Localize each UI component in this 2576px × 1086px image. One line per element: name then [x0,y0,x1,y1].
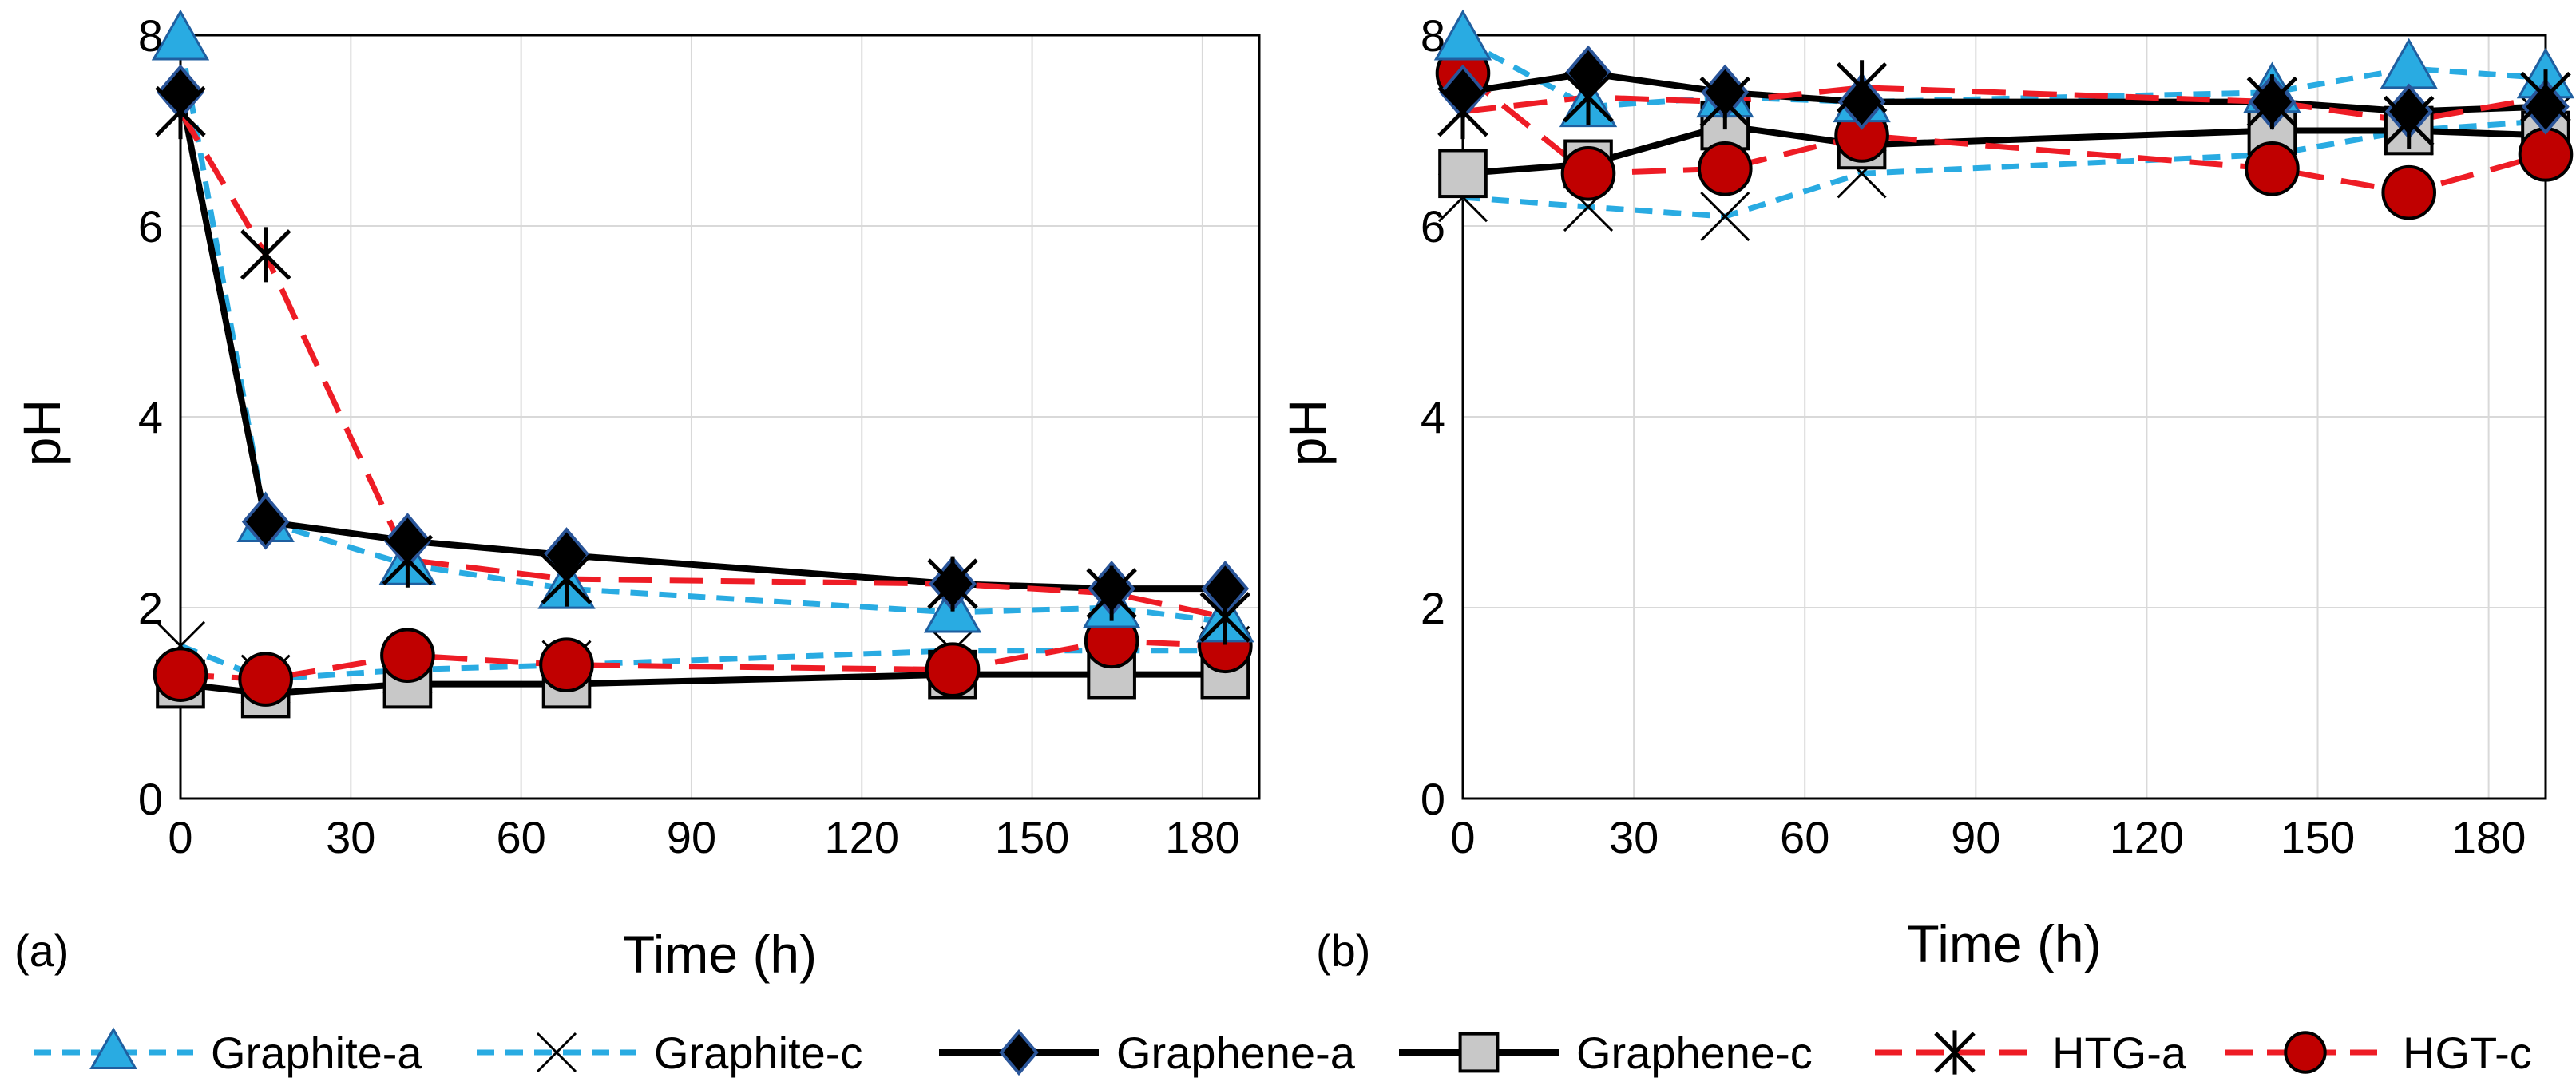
panel-b-point-htg-a [1563,69,1614,125]
panel-a-x-tick-label: 90 [667,812,716,862]
legend-label-hgt-c: HGT-c [2403,1028,2532,1078]
panel-a-x-tick-label: 0 [168,812,192,862]
panel-a-point-htg-a [240,227,291,283]
panel-b-y-axis-label: pH [1278,399,1337,466]
panel-a-point-hgt-c [925,642,981,697]
panel-b-point-hgt-c [2518,127,2574,182]
panel-b-y-tick-label: 0 [1421,774,1445,824]
legend-label-graphene-a: Graphene-a [1116,1028,1356,1078]
panel-b-point-hgt-c [1560,145,1616,201]
panel-b-point-graphene-c [1438,149,1488,199]
panel-a-y-tick-label: 0 [138,774,163,824]
panel-a-point-hgt-c [380,628,435,684]
legend-label-graphene-c: Graphene-c [1576,1028,1813,1078]
panel-a-point-htg-a [927,556,978,612]
panel-b-point-htg-a [1437,84,1488,140]
panel-b-point-graphite-a [1433,9,1492,61]
panel-b-y-tick-label: 4 [1421,392,1445,442]
panel-b-point-htg-a [2246,74,2298,130]
legend-marker-hgt-c [2284,1031,2327,1074]
panel-a-point-htg-a [1086,565,1137,621]
legend-label-graphite-c: Graphite-c [654,1028,862,1078]
legend-marker-graphene-c [1458,1032,1500,1073]
panel-a-x-axis-label: Time (h) [623,925,817,984]
panel-b-point-hgt-c [2245,141,2300,196]
panel-a-point-graphite-a [151,9,210,61]
panel-b-point-graphite-c [1700,191,1750,242]
panel-a-panel-label: (a) [14,925,69,976]
panel-b-y-tick-label: 6 [1421,201,1445,252]
legend: Graphite-a Graphite-c Graphene-a Graphene-c… [34,1027,2532,1078]
legend-marker-graphene-a [999,1029,1039,1076]
panel-b-plot-frame [1461,34,2547,800]
legend-marker-graphite-c [536,1032,577,1073]
panel-b-point-htg-a [2383,93,2435,149]
panel-a-x-tick-label: 30 [326,812,375,862]
panel-a-y-tick-label: 4 [138,392,163,442]
panel-a-point-htg-a [1199,589,1251,645]
panel-b-point-htg-a [2520,69,2571,125]
panel-a-plot-frame [179,34,1261,800]
legend-marker-graphite-a [89,1027,137,1069]
legend-label-graphite-a: Graphite-a [211,1028,422,1078]
panel-a-point-hgt-c [238,652,293,707]
panel-a-point-hgt-c [539,637,594,693]
legend-marker-htg-a [1934,1030,1976,1075]
panel-b-x-tick-label: 120 [2110,812,2184,862]
panel-b-x-tick-label: 30 [1609,812,1659,862]
panel-b-x-axis-label: Time (h) [1907,914,2101,973]
panel-b-point-hgt-c [2381,164,2437,220]
panel-b-point-htg-a [1699,74,1751,130]
panel-b-x-tick-label: 180 [2451,812,2526,862]
panel-b-x-tick-label: 150 [2281,812,2355,862]
panel-b-point-htg-a [1836,60,1888,116]
panel-a-point-htg-a [155,84,206,140]
panel-b-panel-label: (b) [1316,925,1370,976]
panel-a-point-hgt-c [153,647,208,702]
panel-a-point-htg-a [382,532,434,588]
panel-a-x-tick-label: 180 [1165,812,1239,862]
panel-a-x-tick-label: 120 [825,812,899,862]
panel-b-x-tick-label: 60 [1780,812,1829,862]
panel-a-x-tick-label: 60 [496,812,545,862]
panel-a-point-htg-a [541,551,592,607]
panel-a-y-axis-label: pH [12,399,71,466]
panel-a-point-graphene-a [241,493,290,550]
panel-b-x-tick-label: 0 [1450,812,1475,862]
panel-b-x-tick-label: 90 [1951,812,2000,862]
panel-a-y-tick-label: 6 [138,201,163,252]
panel-b-y-tick-label: 2 [1421,583,1445,633]
legend-label-htg-a: HTG-a [2052,1028,2187,1078]
panel-a-x-tick-label: 150 [995,812,1069,862]
panel-b-point-hgt-c [1697,141,1753,196]
